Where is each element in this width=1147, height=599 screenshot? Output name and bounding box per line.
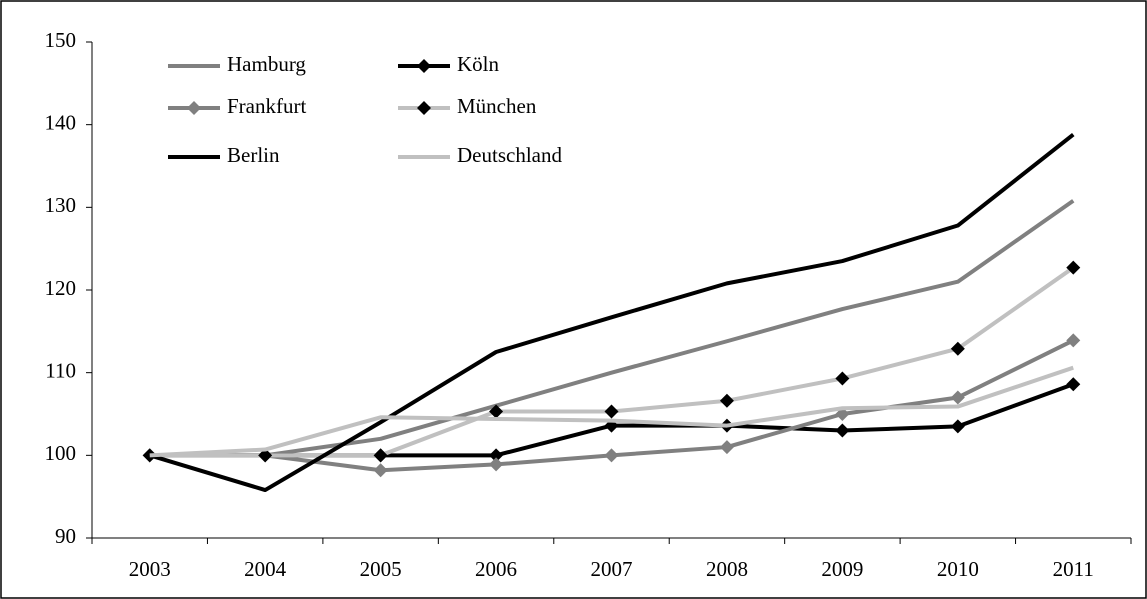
y-tick-label: 110 [45,358,76,382]
series-marker [489,404,504,419]
legend-label: Deutschland [457,143,562,167]
x-tick-label: 2003 [129,557,171,581]
x-tick-label: 2005 [360,557,402,581]
series-marker [719,440,734,455]
y-tick-label: 130 [45,193,77,217]
series-line [149,133,1075,493]
legend-label: Frankfurt [227,94,306,118]
y-tick-label: 90 [55,524,76,548]
legend-marker [417,101,431,115]
series-marker [373,448,388,463]
series-line [149,199,1075,458]
x-tick-label: 2004 [244,557,287,581]
y-tick-label: 100 [45,441,77,465]
series-marker [489,448,504,463]
x-tick-label: 2008 [706,557,748,581]
x-tick-label: 2009 [821,557,863,581]
x-tick-label: 2007 [591,557,633,581]
series-marker [373,463,388,478]
series-marker [1066,333,1081,348]
legend-marker [187,101,201,115]
series-marker [604,448,619,463]
series-marker [835,423,850,438]
series-marker [950,341,965,356]
legend-label: Hamburg [227,52,306,76]
y-tick-label: 120 [45,276,77,300]
y-tick-label: 150 [45,28,77,52]
legend-marker [417,59,431,73]
series-marker [258,448,273,463]
y-tick-label: 140 [45,110,77,134]
x-tick-label: 2006 [475,557,517,581]
series-marker [835,371,850,386]
series-marker [1066,260,1081,275]
series-marker [950,390,965,405]
legend-label: Berlin [227,143,280,167]
series-marker [604,404,619,419]
x-tick-label: 2010 [937,557,979,581]
series-line [149,365,1074,458]
series-marker [489,457,504,472]
series-marker [950,419,965,434]
legend-label: Köln [457,52,500,76]
series-marker [719,393,734,408]
x-tick-label: 2011 [1053,557,1094,581]
series-marker [1066,377,1081,392]
legend-label: München [457,94,537,118]
